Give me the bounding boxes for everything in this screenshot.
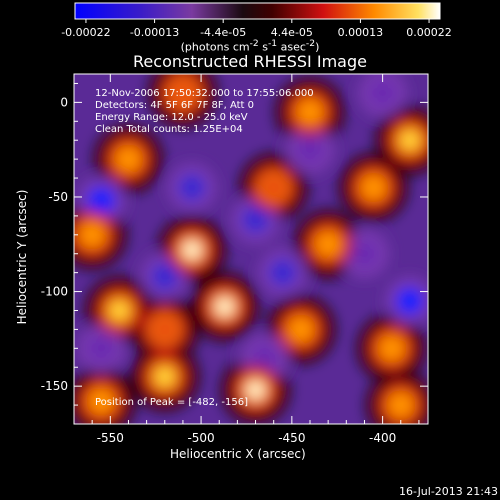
plot-area — [74, 74, 428, 424]
axes: -550 -500 -450 -400 0 -50 -100 -150 — [41, 74, 428, 445]
colorbar-tick-label: -0.00013 — [130, 26, 179, 39]
y-axis-label: Heliocentric Y (arcsec) — [15, 189, 29, 325]
colorbar-units: (photons cm-2 s-1 asec-2) — [180, 38, 320, 54]
coldspot — [250, 343, 279, 372]
colorbar-tick-label: 4.4e-05 — [271, 26, 313, 39]
hotspot-core — [400, 131, 419, 150]
coldspot — [296, 135, 324, 164]
hotspot-core — [301, 102, 319, 121]
hotspot-core — [364, 178, 383, 197]
colorbar-tick-label: -4.4e-05 — [200, 26, 246, 39]
hotspot-core — [291, 320, 310, 339]
x-tick-label: -450 — [278, 431, 305, 445]
x-axis-label: Heliocentric X (arcsec) — [170, 447, 306, 461]
coldspot — [368, 78, 397, 107]
coldspot — [395, 287, 424, 316]
y-tick-label: -150 — [41, 379, 68, 393]
hotspot-core — [264, 178, 283, 197]
hotspot-core — [391, 396, 410, 415]
hotspot-core — [83, 225, 102, 244]
colorbar — [74, 2, 441, 20]
coldspot — [350, 239, 379, 268]
coldspot — [87, 186, 116, 215]
hotspot-core — [119, 150, 138, 169]
coldspot — [268, 258, 297, 287]
hotspot-core — [110, 301, 129, 320]
annotation-energy: Energy Range: 12.0 - 25.0 keV — [95, 112, 248, 123]
hotspot-core — [382, 339, 401, 358]
hotspot-core — [92, 392, 111, 411]
hotspot-core — [246, 380, 265, 399]
annotation-clean: Clean Total counts: 1.25E+04 — [95, 124, 243, 135]
annotation-time: 12-Nov-2006 17:50:32.000 to 17:55:06.000 — [95, 88, 314, 99]
annotation-detectors: Detectors: 4F 5F 6F 7F 8F, Att 0 — [95, 100, 255, 111]
x-tick-label: -550 — [97, 431, 124, 445]
y-tick-label: -100 — [41, 285, 68, 299]
coldspot — [87, 334, 116, 363]
y-tick-label: -50 — [48, 190, 68, 204]
hotspot-core — [155, 320, 174, 339]
colorbar-tick-label: 0.00022 — [406, 26, 452, 39]
coldspot — [178, 173, 206, 202]
coldspot — [150, 262, 179, 291]
coldspot — [241, 205, 270, 234]
y-tick-label: 0 — [60, 95, 68, 109]
colorbar-tick-label: -0.00022 — [61, 26, 110, 39]
hotspot-core — [155, 367, 174, 386]
hotspot-core — [215, 297, 234, 316]
x-tick-label: -500 — [187, 431, 214, 445]
colorbar-tick-label: 0.00013 — [338, 26, 384, 39]
hotspot-core — [183, 240, 201, 259]
plot-frame — [73, 73, 429, 425]
chart-title: Reconstructed RHESSI Image — [133, 52, 367, 71]
hotspot-core — [319, 235, 338, 254]
annotation-peak: Position of Peak = [-482, -156] — [95, 397, 248, 408]
timestamp: 16-Jul-2013 21:43 — [398, 485, 498, 498]
colorbar-ticks: -0.00022 -0.00013 -4.4e-05 4.4e-05 0.00013 0.… — [61, 19, 452, 39]
hotspot-core — [173, 83, 192, 102]
x-tick-label: -400 — [369, 431, 396, 445]
